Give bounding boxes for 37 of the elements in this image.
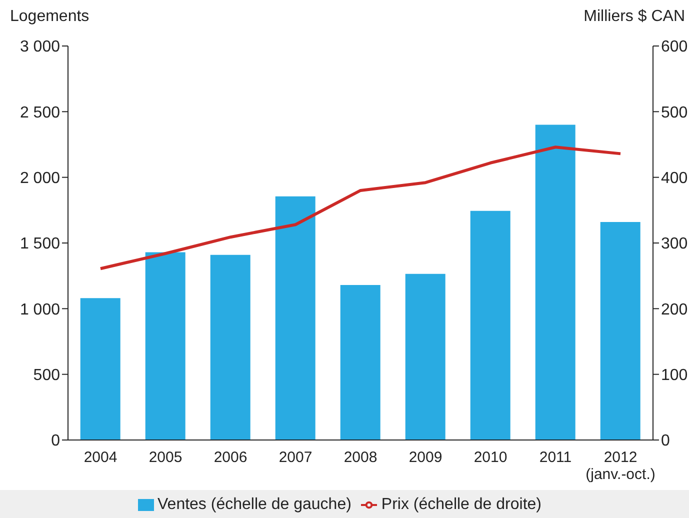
x-tick-label: 2009 xyxy=(408,449,442,466)
x-tick-label: 2006 xyxy=(214,449,248,466)
y-tick-label: 2 500 xyxy=(20,104,60,122)
bar xyxy=(340,285,380,440)
x-tick-label: 2010 xyxy=(474,449,508,466)
y-tick-label: 500 xyxy=(33,367,60,384)
y2-tick-label: 600 xyxy=(661,38,688,56)
bar xyxy=(535,124,576,440)
x-tick-label: 2008 xyxy=(344,449,378,466)
bar xyxy=(210,254,250,440)
x-tick-label: 2011 xyxy=(539,449,572,466)
bar xyxy=(470,210,510,440)
line-series xyxy=(99,146,622,270)
y2-tick-label: 300 xyxy=(661,236,688,253)
y-tick-label: 1 000 xyxy=(20,301,60,318)
legend-label: Ventes (échelle de gauche) xyxy=(158,496,352,513)
y2-tick-label: 200 xyxy=(661,301,688,318)
x-tick-label: 2012 (janv.-oct.) xyxy=(586,449,656,483)
y-axis-title: Logements xyxy=(10,8,90,26)
y2-tick-label: 0 xyxy=(661,432,670,450)
bar xyxy=(80,298,120,440)
y-tick-label: 2 000 xyxy=(20,170,60,188)
y2-tick-label: 400 xyxy=(661,170,688,188)
legend-label: Prix (échelle de droite) xyxy=(381,496,542,513)
bar xyxy=(145,252,186,440)
bar xyxy=(600,222,640,440)
y-tick-label: 1 500 xyxy=(20,236,60,253)
x-tick-label: 2007 xyxy=(278,449,312,466)
x-tick-label: 2005 xyxy=(148,449,182,466)
x-tick-label: 2004 xyxy=(84,449,118,466)
bar xyxy=(275,196,316,440)
y-tick-label: 3 000 xyxy=(20,38,60,56)
bar xyxy=(405,274,446,440)
y2-tick-label: 500 xyxy=(661,104,688,122)
y-tick-label: 0 xyxy=(51,432,60,450)
y2-axis-title: Milliers $ CAN xyxy=(584,8,685,26)
y2-tick-label: 100 xyxy=(661,367,688,384)
